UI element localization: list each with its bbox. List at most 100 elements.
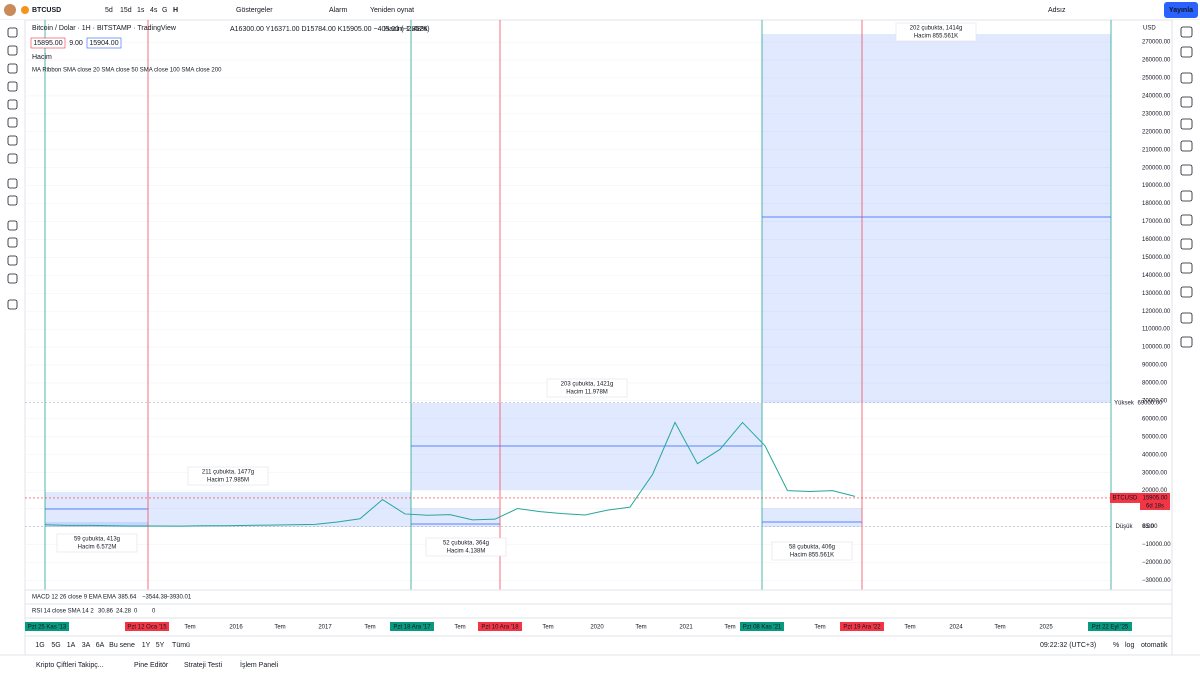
legend-title: Bitcoin / Dolar · 1H · BITSTAMP · Tradin… <box>32 25 177 32</box>
y-tick-label: 270000.00 <box>1142 40 1171 46</box>
log-toggle[interactable]: log <box>1125 642 1134 649</box>
ma-legend: MA Ribbon SMA close 20 SMA close 50 SMA … <box>32 68 222 74</box>
bottom-tab[interactable]: Pine Editör <box>134 662 169 669</box>
x-tick-label: 2020 <box>590 625 604 631</box>
symbol[interactable]: BTCUSD <box>32 7 61 14</box>
legend-volume: Hacim 1.852K <box>384 26 428 33</box>
annotation-text: Hacim 17.985M <box>207 478 249 484</box>
panel-icon[interactable] <box>1180 286 1193 298</box>
tool-icon[interactable] <box>7 237 18 248</box>
bottom-tab[interactable]: İşlem Paneli <box>240 660 279 669</box>
bottom-tab[interactable]: Kripto Çiftleri Takipç... <box>36 662 104 669</box>
buy-price[interactable]: 15904.00 <box>89 40 118 47</box>
interval[interactable]: 4s <box>150 7 158 14</box>
left-tools <box>7 27 18 310</box>
x-tick-label: Tem <box>814 625 825 631</box>
layout-name[interactable]: Adsız <box>1048 7 1066 14</box>
measure-box <box>45 492 411 527</box>
x-tick-label: 2016 <box>229 625 243 631</box>
avatar[interactable] <box>4 4 16 16</box>
panel-icon[interactable] <box>1180 140 1193 152</box>
y-tick-label: 140000.00 <box>1142 273 1171 279</box>
x-tick-label: Pzt 10 Ara '18 <box>481 625 519 631</box>
sell-box[interactable] <box>30 37 66 49</box>
y-tick-label: 150000.00 <box>1142 255 1171 261</box>
annotation-text: Hacim 6.572M <box>78 545 117 551</box>
panel-icon[interactable] <box>1180 190 1193 202</box>
panel-icon[interactable] <box>1180 72 1193 84</box>
annotation-box <box>895 22 977 42</box>
percent-toggle[interactable]: % <box>1113 642 1119 649</box>
tool-icon[interactable] <box>7 153 18 164</box>
panel-icon[interactable] <box>1180 262 1193 274</box>
sell-price[interactable]: 15895.00 <box>33 40 62 47</box>
tool-icon[interactable] <box>7 220 18 231</box>
panel-icon[interactable] <box>1180 336 1193 348</box>
panel-icon[interactable] <box>1180 214 1193 226</box>
panel-icon[interactable] <box>1180 96 1193 108</box>
panel-icon[interactable] <box>1180 238 1193 250</box>
range-button[interactable]: Bu sene <box>109 642 135 649</box>
y-tick-label: 80000.00 <box>1142 381 1168 387</box>
interval[interactable]: G <box>162 7 167 14</box>
range-button[interactable]: 5G <box>51 642 60 649</box>
x-tick-label: Pzt 19 Ara '22 <box>843 625 881 631</box>
range-button[interactable]: 5Y <box>156 642 165 649</box>
publish-label[interactable]: Yayınla <box>1169 7 1193 14</box>
publish-button[interactable] <box>1164 2 1198 18</box>
panel-icon[interactable] <box>1180 164 1193 176</box>
x-tick-label: Pzt 18 Ara '17 <box>393 625 431 631</box>
tool-icon[interactable] <box>7 273 18 284</box>
interval[interactable]: H <box>173 7 178 14</box>
tool-icon[interactable] <box>7 255 18 266</box>
tool-icon[interactable] <box>7 99 18 110</box>
tool-icon[interactable] <box>7 63 18 74</box>
y-tick-label: 200000.00 <box>1142 165 1171 171</box>
macd-value: −3930.01 <box>166 595 192 601</box>
range-button[interactable]: Tümü <box>172 642 190 649</box>
date-tag <box>125 622 169 631</box>
spread: 9.00 <box>69 40 83 47</box>
indicators-button[interactable]: Göstergeler <box>236 7 273 14</box>
range-button[interactable]: 1Y <box>142 642 151 649</box>
interval[interactable]: 1s <box>137 7 145 14</box>
tool-icon[interactable] <box>7 195 18 206</box>
tool-icon[interactable] <box>7 81 18 92</box>
panel-icon[interactable] <box>1180 26 1193 38</box>
y-tick-label: 190000.00 <box>1142 183 1171 189</box>
measure-box <box>762 508 862 527</box>
rsi-value: 30.86 <box>98 609 114 615</box>
panel-icon[interactable] <box>1180 118 1193 130</box>
range-button[interactable]: 1A <box>67 642 76 649</box>
annotation-text: 59 çubukta, 413g <box>74 537 120 543</box>
panel-icon[interactable] <box>1180 312 1193 324</box>
currency: USD <box>1143 26 1156 32</box>
y-tick-label: 230000.00 <box>1142 111 1171 117</box>
annotation-box <box>56 533 138 553</box>
tool-icon[interactable] <box>7 299 18 310</box>
alarm-button[interactable]: Alarm <box>329 7 347 14</box>
y-tick-label: 120000.00 <box>1142 309 1171 315</box>
y-tick-label: 100000.00 <box>1142 345 1171 351</box>
auto-toggle[interactable]: otomatik <box>1141 642 1168 649</box>
bottom-tab[interactable]: Strateji Testi <box>184 662 222 669</box>
top-bar <box>0 0 1200 20</box>
annotation-text: Hacim 11.978M <box>566 390 608 396</box>
interval[interactable]: 5d <box>105 7 113 14</box>
tool-icon[interactable] <box>7 27 18 38</box>
range-button[interactable]: 1G <box>35 642 44 649</box>
buy-box[interactable] <box>86 37 122 49</box>
range-button[interactable]: 6A <box>96 642 105 649</box>
panel-icon[interactable] <box>1180 46 1193 58</box>
range-button[interactable]: 3A <box>82 642 91 649</box>
interval[interactable]: 15d <box>120 7 132 14</box>
tool-icon[interactable] <box>7 178 18 189</box>
date-tag <box>25 622 69 631</box>
annotation-text: 211 çubukta, 1477g <box>202 470 254 476</box>
rsi-value: 0 <box>152 609 156 615</box>
replay-button[interactable]: Yeniden oynat <box>370 7 414 14</box>
tool-icon[interactable] <box>7 117 18 128</box>
tool-icon[interactable] <box>7 135 18 146</box>
tool-icon[interactable] <box>7 45 18 56</box>
